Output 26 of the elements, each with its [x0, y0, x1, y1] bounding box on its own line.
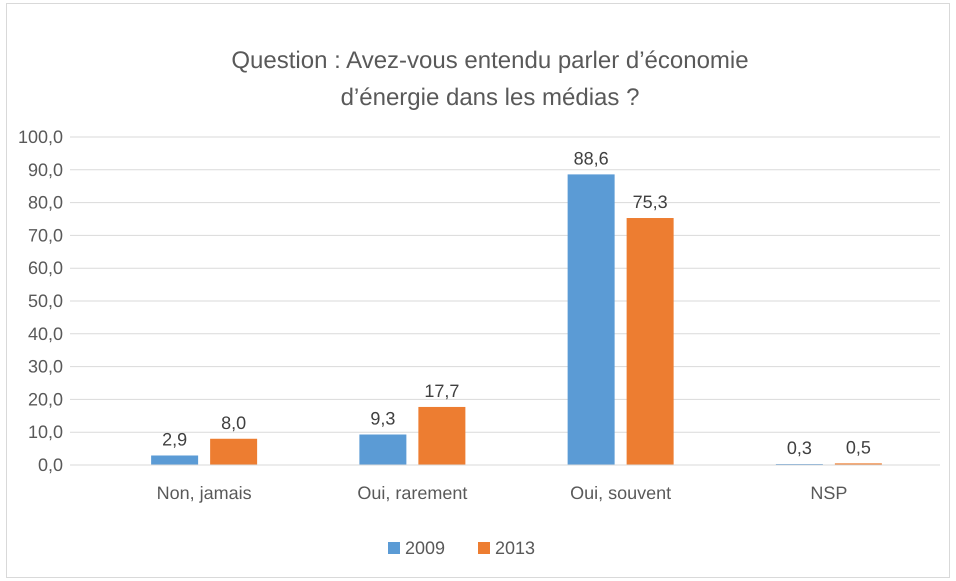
legend-label: 2009 [405, 538, 446, 558]
y-tick-label: 50,0 [28, 291, 63, 311]
y-tick-label: 80,0 [28, 192, 63, 213]
y-tick-label: 90,0 [28, 160, 63, 180]
x-tick-label: Non, jamais [156, 483, 252, 503]
y-tick-label: 40,0 [28, 324, 63, 344]
data-label: 75,3 [632, 192, 668, 212]
x-tick-label: Oui, rarement [357, 483, 468, 503]
data-label: 88,6 [574, 148, 609, 168]
data-label: 8,0 [221, 412, 246, 433]
legend-label: 2013 [495, 538, 536, 558]
y-tick-label: 20,0 [28, 389, 63, 410]
y-tick-label: 70,0 [28, 225, 63, 246]
y-tick-label: 60,0 [28, 258, 63, 278]
data-label: 9,3 [370, 408, 396, 428]
data-label: 0,3 [786, 438, 812, 458]
y-tick-label: 100,0 [18, 127, 63, 147]
data-label: 17,7 [424, 380, 460, 401]
x-tick-label: NSP [810, 483, 848, 503]
x-tick-label: Oui, souvent [570, 483, 672, 503]
y-tick-label: 30,0 [28, 356, 63, 377]
data-label: 2,9 [162, 429, 188, 450]
y-tick-label: 0,0 [38, 455, 63, 475]
data-label: 0,5 [846, 437, 871, 458]
chart-title: Question : Avez-vous entendu parler d’économie d’énergie dans les médias ? [231, 47, 749, 111]
y-tick-label: 10,0 [28, 422, 63, 442]
